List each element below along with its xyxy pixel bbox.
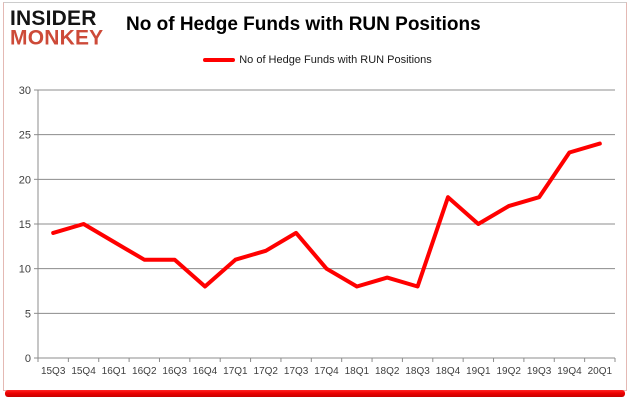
x-axis-label: 20Q1 [588, 366, 613, 377]
x-axis-label: 16Q1 [102, 366, 127, 377]
x-axis-label: 18Q1 [345, 366, 370, 377]
x-axis-label: 19Q3 [527, 366, 552, 377]
y-axis-label: 30 [19, 85, 31, 97]
x-axis-label: 15Q3 [41, 366, 66, 377]
logo-line-insider: INSIDER [10, 6, 97, 31]
x-axis-label: 18Q3 [405, 366, 430, 377]
x-axis-label: 16Q4 [193, 366, 218, 377]
x-axis-label: 18Q2 [375, 366, 400, 377]
x-axis-label: 17Q1 [223, 366, 248, 377]
legend-line-marker [203, 58, 236, 62]
chart-legend: No of Hedge Funds with RUN Positions [0, 54, 635, 66]
y-axis-label: 25 [19, 130, 31, 142]
insider-monkey-logo: INSIDER MONKEY [10, 6, 104, 50]
x-axis-label: 17Q2 [254, 366, 279, 377]
x-axis-label: 17Q4 [314, 366, 339, 377]
x-axis-label: 19Q4 [557, 366, 582, 377]
legend-label: No of Hedge Funds with RUN Positions [239, 54, 432, 66]
y-axis-label: 15 [19, 219, 31, 231]
x-axis-label: 18Q4 [436, 366, 461, 377]
chart-title: No of Hedge Funds with RUN Positions [126, 14, 481, 35]
x-axis-label: 16Q3 [162, 366, 187, 377]
x-axis-label: 16Q2 [132, 366, 157, 377]
series-line [51, 141, 602, 289]
x-axis-label: 19Q2 [496, 366, 521, 377]
x-axis-label: 15Q4 [71, 366, 96, 377]
logo-line-monkey: MONKEY [10, 26, 104, 50]
red-bottom-accent-bar [5, 390, 625, 397]
y-axis-label: 10 [19, 264, 31, 276]
y-axis-label: 5 [25, 308, 31, 320]
y-axis-label: 20 [19, 174, 31, 186]
chart-card [3, 2, 627, 391]
x-axis-label: 17Q3 [284, 366, 309, 377]
y-axis-label: 0 [25, 353, 31, 365]
x-axis-label: 19Q1 [466, 366, 491, 377]
